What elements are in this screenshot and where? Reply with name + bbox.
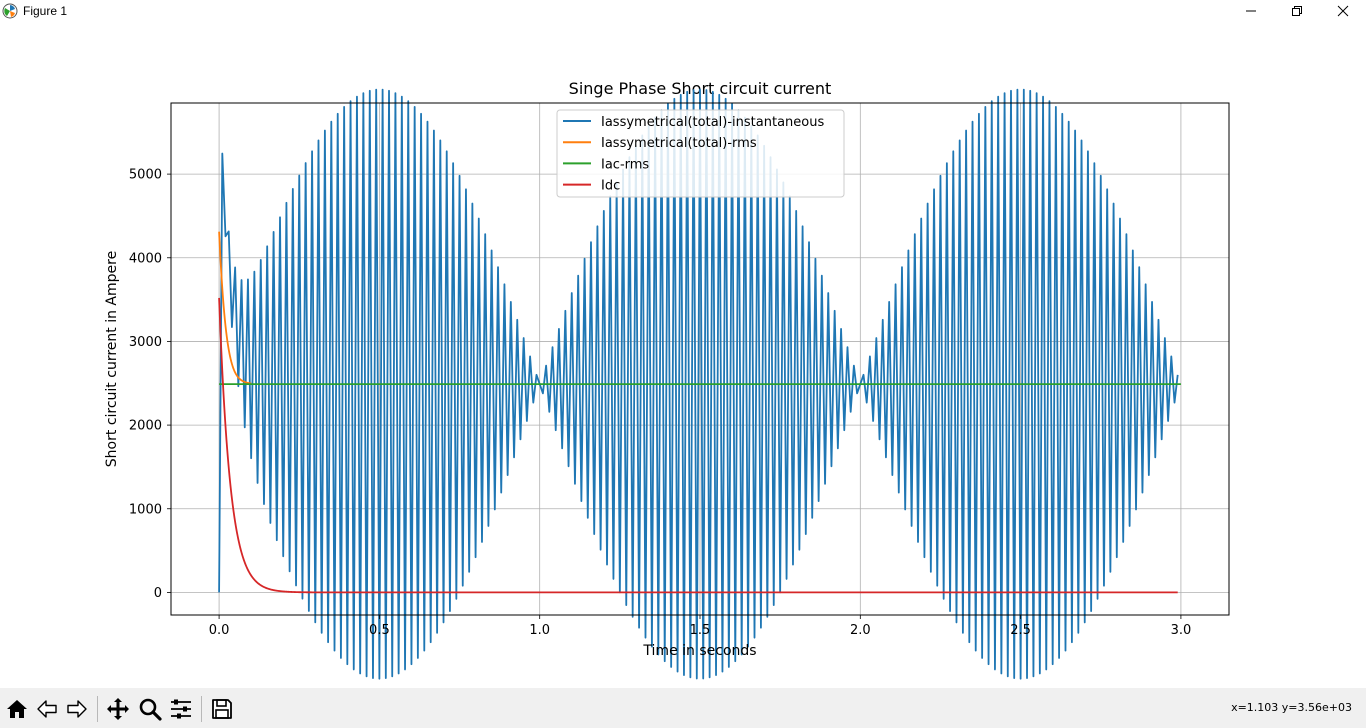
save-icon [212,699,232,719]
y-tick-label: 4000 [129,251,162,266]
line-chart[interactable]: Singe Phase Short circuit current 0.0 0.5… [0,24,1366,688]
close-icon [1337,5,1349,17]
home-icon [7,700,27,718]
zoom-icon [139,698,162,721]
legend-label-instantaneous: Iassymetrical(total)-instantaneous [601,115,824,130]
restore-button[interactable] [1274,0,1320,24]
x-tick-label: 1.0 [529,623,550,638]
toolbar-separator [201,696,202,722]
y-tick-label: 3000 [129,335,162,350]
coordinate-readout: x=1.103 y=3.56e+03 [1231,701,1352,714]
forward-button[interactable] [63,695,91,723]
x-tick-label: 1.5 [690,623,711,638]
close-button[interactable] [1320,0,1366,24]
y-tick-label: 2000 [129,419,162,434]
pan-icon [107,698,129,720]
y-tick-label: 5000 [129,168,162,183]
save-button[interactable] [208,695,236,723]
minimize-icon [1246,10,1256,12]
restore-icon [1292,6,1302,16]
x-tick-label: 0.0 [209,623,230,638]
back-arrow-icon [37,700,57,718]
navigation-toolbar: x=1.103 y=3.56e+03 [0,688,1366,728]
y-tick-label: 1000 [129,502,162,517]
legend-label-iac-rms: Iac-rms [601,157,649,172]
x-axis-label: Time in seconds [642,643,756,659]
forward-arrow-icon [67,700,87,718]
y-axis-label: Short circuit current in Ampere [104,251,120,467]
legend-box [556,109,845,198]
legend-label-idc: Idc [601,179,620,194]
series-line-total-rms [218,231,252,385]
x-tick-label: 3.0 [1171,623,1192,638]
toolbar-separator [97,696,98,722]
back-button[interactable] [33,695,61,723]
figure-canvas[interactable]: Singe Phase Short circuit current 0.0 0.5… [0,24,1366,688]
x-tick-label: 0.5 [369,623,390,638]
legend: Iassymetrical(total)-instantaneous Iassym… [556,109,845,198]
y-tick-label: 0 [154,586,162,601]
x-axis: 0.0 0.5 1.0 1.5 2.0 2.5 3.0 [209,615,1192,638]
zoom-button[interactable] [136,695,164,723]
window-title: Figure 1 [23,4,68,18]
series-layer [218,88,1181,680]
chart-title: Singe Phase Short circuit current [569,79,832,98]
x-tick-label: 2.0 [850,623,871,638]
matplotlib-icon [2,3,18,19]
window-titlebar: Figure 1 [0,0,1366,24]
configure-subplots-icon [171,699,191,719]
y-axis: 0 1000 2000 3000 4000 5000 [129,168,171,601]
series-line-idc [218,297,1178,594]
configure-subplots-button[interactable] [167,695,195,723]
home-button[interactable] [3,695,31,723]
minimize-button[interactable] [1228,0,1274,24]
x-tick-label: 2.5 [1010,623,1031,638]
pan-button[interactable] [104,695,132,723]
legend-label-total-rms: Iassymetrical(total)-rms [601,136,757,151]
